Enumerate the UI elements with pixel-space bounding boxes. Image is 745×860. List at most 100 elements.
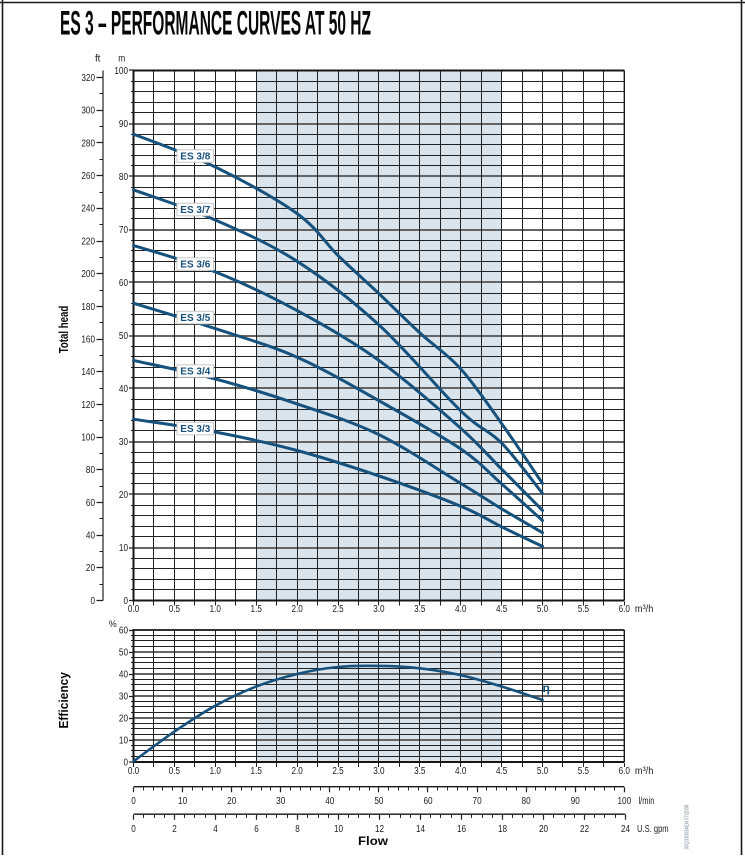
svg-text:8: 8 <box>295 824 300 835</box>
svg-text:0: 0 <box>124 596 129 607</box>
svg-text:20: 20 <box>119 490 128 501</box>
svg-text:320: 320 <box>81 73 95 84</box>
svg-text:Total head: Total head <box>57 306 71 354</box>
svg-text:140: 140 <box>81 367 95 378</box>
svg-text:2.5: 2.5 <box>332 766 344 777</box>
svg-text:50: 50 <box>119 647 128 658</box>
svg-text:1.5: 1.5 <box>251 766 263 777</box>
svg-text:280: 280 <box>81 138 95 149</box>
svg-text:70: 70 <box>473 796 482 807</box>
svg-text:100: 100 <box>618 796 632 807</box>
svg-text:ft: ft <box>95 54 101 65</box>
svg-text:6: 6 <box>254 824 259 835</box>
svg-text:3.5: 3.5 <box>414 604 426 615</box>
svg-text:00Q33003AEN 07/2008: 00Q33003AEN 07/2008 <box>684 805 690 850</box>
svg-text:U.S. gpm: U.S. gpm <box>637 824 669 835</box>
svg-text:16: 16 <box>457 824 466 835</box>
svg-text:120: 120 <box>81 400 95 411</box>
svg-text:18: 18 <box>498 824 507 835</box>
svg-text:0: 0 <box>91 596 96 607</box>
svg-text:12: 12 <box>375 824 384 835</box>
svg-text:80: 80 <box>119 172 128 183</box>
svg-text:m³/h: m³/h <box>635 766 654 777</box>
svg-text:50: 50 <box>374 796 383 807</box>
svg-text:80: 80 <box>522 796 531 807</box>
svg-text:Efficiency: Efficiency <box>57 672 71 729</box>
svg-text:180: 180 <box>81 302 95 313</box>
svg-text:0: 0 <box>131 796 136 807</box>
svg-text:l/min: l/min <box>639 796 655 807</box>
svg-text:5.5: 5.5 <box>578 604 590 615</box>
svg-text:40: 40 <box>119 384 128 395</box>
svg-text:ES 3/6: ES 3/6 <box>180 259 210 271</box>
svg-text:24: 24 <box>621 824 630 835</box>
svg-text:90: 90 <box>119 119 128 130</box>
svg-text:90: 90 <box>571 796 580 807</box>
svg-text:5.5: 5.5 <box>578 766 590 777</box>
svg-text:5.0: 5.0 <box>537 604 549 615</box>
svg-text:240: 240 <box>81 204 95 215</box>
svg-text:60: 60 <box>119 625 128 636</box>
svg-text:40: 40 <box>325 796 334 807</box>
svg-text:3.0: 3.0 <box>373 766 385 777</box>
svg-text:ES 3/5: ES 3/5 <box>180 312 210 324</box>
svg-text:60: 60 <box>423 796 432 807</box>
svg-text:160: 160 <box>81 335 95 346</box>
svg-text:4.5: 4.5 <box>496 604 508 615</box>
svg-text:2.0: 2.0 <box>291 604 303 615</box>
svg-text:4.5: 4.5 <box>496 766 508 777</box>
svg-text:10: 10 <box>334 824 343 835</box>
svg-text:30: 30 <box>119 691 128 702</box>
svg-text:10: 10 <box>119 735 128 746</box>
svg-text:1.5: 1.5 <box>251 604 263 615</box>
svg-text:30: 30 <box>119 437 128 448</box>
svg-text:6.0: 6.0 <box>619 604 631 615</box>
svg-text:4: 4 <box>213 824 218 835</box>
svg-text:1.0: 1.0 <box>210 766 222 777</box>
svg-text:10: 10 <box>178 796 187 807</box>
svg-text:4.0: 4.0 <box>455 604 467 615</box>
svg-text:14: 14 <box>416 824 425 835</box>
svg-text:ES 3/8: ES 3/8 <box>180 151 210 163</box>
svg-text:0.5: 0.5 <box>169 604 181 615</box>
svg-text:ES 3/7: ES 3/7 <box>180 204 210 216</box>
svg-text:20: 20 <box>119 713 128 724</box>
svg-text:100: 100 <box>114 66 128 77</box>
svg-text:40: 40 <box>86 531 95 542</box>
svg-text:200: 200 <box>81 269 95 280</box>
svg-text:50: 50 <box>119 331 128 342</box>
svg-text:20: 20 <box>539 824 548 835</box>
svg-text:20: 20 <box>86 563 95 574</box>
svg-text:ES 3 – PERFORMANCE CURVES AT 5: ES 3 – PERFORMANCE CURVES AT 50 HZ <box>60 5 371 43</box>
svg-text:η: η <box>543 681 550 695</box>
svg-text:3.5: 3.5 <box>414 766 426 777</box>
svg-text:0: 0 <box>131 824 136 835</box>
svg-text:Flow: Flow <box>358 836 388 848</box>
svg-text:60: 60 <box>119 278 128 289</box>
svg-text:100: 100 <box>81 433 95 444</box>
svg-text:5.0: 5.0 <box>537 766 549 777</box>
svg-text:0.5: 0.5 <box>169 766 181 777</box>
svg-text:10: 10 <box>119 543 128 554</box>
svg-text:ES 3/4: ES 3/4 <box>180 366 210 378</box>
svg-text:6.0: 6.0 <box>619 766 631 777</box>
svg-text:300: 300 <box>81 106 95 117</box>
svg-text:ES 3/3: ES 3/3 <box>180 423 210 435</box>
svg-text:4.0: 4.0 <box>455 766 467 777</box>
svg-text:60: 60 <box>86 498 95 509</box>
svg-text:80: 80 <box>86 465 95 476</box>
svg-text:1.0: 1.0 <box>210 604 222 615</box>
svg-text:70: 70 <box>119 225 128 236</box>
svg-text:2.5: 2.5 <box>332 604 344 615</box>
svg-text:m: m <box>118 54 125 65</box>
svg-text:0.0: 0.0 <box>128 604 140 615</box>
svg-text:20: 20 <box>227 796 236 807</box>
svg-text:30: 30 <box>276 796 285 807</box>
svg-text:220: 220 <box>81 236 95 247</box>
svg-text:40: 40 <box>119 669 128 680</box>
svg-text:m³/h: m³/h <box>635 604 654 615</box>
svg-text:3.0: 3.0 <box>373 604 385 615</box>
svg-text:2.0: 2.0 <box>291 766 303 777</box>
svg-text:%: % <box>109 619 117 629</box>
svg-text:22: 22 <box>580 824 589 835</box>
